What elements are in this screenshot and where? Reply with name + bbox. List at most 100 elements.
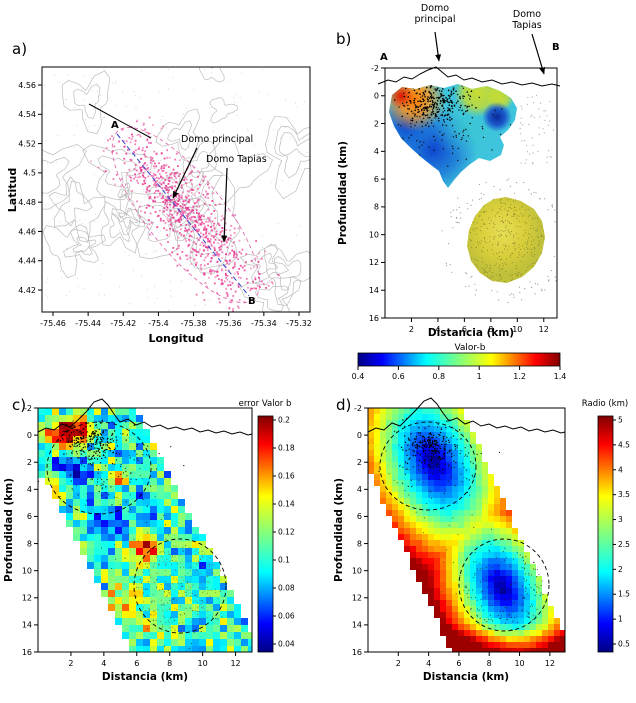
domo-tapias-arrow-icon bbox=[221, 167, 228, 243]
svg-text:4.5: 4.5 bbox=[23, 169, 36, 178]
svg-text:Valor-b: Valor-b bbox=[454, 343, 485, 353]
svg-text:error Valor b: error Valor b bbox=[239, 399, 292, 409]
error-field bbox=[38, 408, 252, 652]
svg-text:14: 14 bbox=[369, 286, 379, 295]
svg-text:0.18: 0.18 bbox=[278, 444, 295, 453]
svg-text:1.5: 1.5 bbox=[618, 590, 630, 599]
svg-text:10: 10 bbox=[369, 230, 379, 239]
svg-text:4: 4 bbox=[101, 659, 106, 668]
panel-a-map: -75.46 4.56 -75.44 4.54 -75.42 4.52 -75.4 4.5 -7… bbox=[6, 66, 312, 345]
svg-text:1.4: 1.4 bbox=[554, 372, 567, 381]
svg-text:Radio (km): Radio (km) bbox=[582, 399, 628, 409]
panel-label-b: b) bbox=[336, 30, 352, 48]
topography-line bbox=[37, 398, 253, 436]
svg-text:4.46: 4.46 bbox=[18, 227, 36, 236]
svg-text:8: 8 bbox=[374, 203, 379, 212]
svg-text:10: 10 bbox=[22, 566, 32, 575]
domo-principal-arrow-icon bbox=[434, 31, 442, 62]
svg-text:0: 0 bbox=[374, 92, 379, 101]
panel-label-a: a) bbox=[12, 40, 28, 58]
domo-principal-arrow-icon bbox=[172, 147, 198, 199]
svg-text:8: 8 bbox=[488, 325, 493, 334]
svg-text:6: 6 bbox=[27, 512, 32, 521]
svg-text:-75.34: -75.34 bbox=[251, 319, 277, 328]
svg-text:0.6: 0.6 bbox=[392, 372, 405, 381]
svg-text:4.54: 4.54 bbox=[18, 110, 36, 119]
svg-text:Distancia (km): Distancia (km) bbox=[428, 327, 514, 339]
svg-text:0.08: 0.08 bbox=[278, 584, 295, 593]
svg-text:8: 8 bbox=[487, 659, 492, 668]
svg-text:10: 10 bbox=[514, 659, 524, 668]
svg-text:0.12: 0.12 bbox=[278, 528, 295, 537]
profile-line-ab bbox=[116, 133, 250, 297]
colorbar bbox=[257, 415, 274, 653]
svg-text:4: 4 bbox=[618, 465, 623, 474]
topographic-contours bbox=[42, 67, 310, 312]
axes: -75.46 4.56 -75.44 4.54 -75.42 4.52 -75.4 4.5 -7… bbox=[6, 81, 312, 345]
svg-text:-75.32: -75.32 bbox=[286, 319, 312, 328]
svg-text:0.14: 0.14 bbox=[278, 500, 295, 509]
colorbar bbox=[357, 352, 561, 367]
svg-text:4.42: 4.42 bbox=[18, 286, 36, 295]
svg-text:8: 8 bbox=[27, 539, 32, 548]
svg-text:14: 14 bbox=[352, 621, 362, 630]
topography-line bbox=[367, 397, 566, 434]
svg-text:4.48: 4.48 bbox=[18, 198, 36, 207]
svg-text:A: A bbox=[380, 52, 388, 63]
colorbar-ticks: 0.4 0.6 0.8 1 1.2 1.4 Valor-b bbox=[352, 343, 567, 381]
svg-text:0.16: 0.16 bbox=[278, 472, 295, 481]
svg-text:A: A bbox=[111, 120, 119, 131]
svg-text:12: 12 bbox=[230, 659, 240, 668]
bvalue-field bbox=[389, 84, 545, 283]
svg-text:6: 6 bbox=[456, 659, 461, 668]
outlier-dots bbox=[441, 94, 557, 304]
svg-text:2: 2 bbox=[396, 659, 401, 668]
svg-text:4.56: 4.56 bbox=[18, 81, 36, 90]
plot-frame bbox=[41, 66, 311, 313]
svg-text:Profundidad (km): Profundidad (km) bbox=[3, 478, 15, 582]
domo-contour-upper bbox=[379, 421, 477, 511]
svg-text:8: 8 bbox=[357, 539, 362, 548]
svg-text:-2: -2 bbox=[354, 404, 362, 413]
colorbar-ticks: 0.2 0.18 0.16 0.14 0.12 0.1 0.08 0.06 0.04 error … bbox=[239, 399, 295, 649]
svg-text:12: 12 bbox=[352, 594, 362, 603]
axes: 2 4 6 8 10 12 -2 0 2 4 6 8 10 12 14 16 Distancia (km) Pro… bbox=[333, 404, 555, 683]
svg-text:4.44: 4.44 bbox=[18, 257, 36, 266]
svg-text:2: 2 bbox=[374, 119, 379, 128]
svg-text:12: 12 bbox=[539, 325, 549, 334]
svg-text:12: 12 bbox=[545, 659, 555, 668]
svg-text:5: 5 bbox=[618, 416, 623, 425]
svg-text:Domo: Domo bbox=[421, 3, 449, 14]
plot-frame bbox=[384, 67, 558, 319]
colorbar bbox=[597, 415, 614, 653]
svg-text:-75.4: -75.4 bbox=[148, 319, 169, 328]
svg-text:10: 10 bbox=[512, 325, 522, 334]
svg-text:6: 6 bbox=[357, 512, 362, 521]
svg-text:1: 1 bbox=[618, 615, 623, 624]
svg-text:16: 16 bbox=[22, 648, 32, 657]
svg-text:-75.36: -75.36 bbox=[216, 319, 242, 328]
domo-contour-lower bbox=[458, 538, 550, 632]
svg-text:6: 6 bbox=[134, 659, 139, 668]
svg-text:2: 2 bbox=[618, 565, 623, 574]
svg-text:8: 8 bbox=[167, 659, 172, 668]
svg-text:2: 2 bbox=[409, 325, 414, 334]
panel-c-section: 2 4 6 8 10 12 -2 0 2 4 6 8 10 12 14 16 Distancia (km) Pro… bbox=[3, 398, 295, 683]
svg-text:4: 4 bbox=[426, 659, 431, 668]
svg-text:Domo: Domo bbox=[513, 9, 541, 20]
radius-field bbox=[368, 408, 565, 652]
svg-text:-75.46: -75.46 bbox=[40, 319, 66, 328]
svg-text:0.5: 0.5 bbox=[618, 640, 630, 649]
svg-text:Profundidad (km): Profundidad (km) bbox=[337, 141, 349, 245]
panel-label-c: c) bbox=[12, 396, 27, 414]
svg-text:4: 4 bbox=[27, 485, 32, 494]
seismicity-cluster bbox=[90, 116, 280, 312]
svg-text:2: 2 bbox=[357, 458, 362, 467]
domo-contour-lower bbox=[133, 538, 227, 634]
svg-text:6: 6 bbox=[462, 325, 467, 334]
svg-text:6: 6 bbox=[374, 175, 379, 184]
svg-text:B: B bbox=[248, 296, 256, 307]
svg-text:Domo Tapias: Domo Tapias bbox=[206, 154, 267, 165]
